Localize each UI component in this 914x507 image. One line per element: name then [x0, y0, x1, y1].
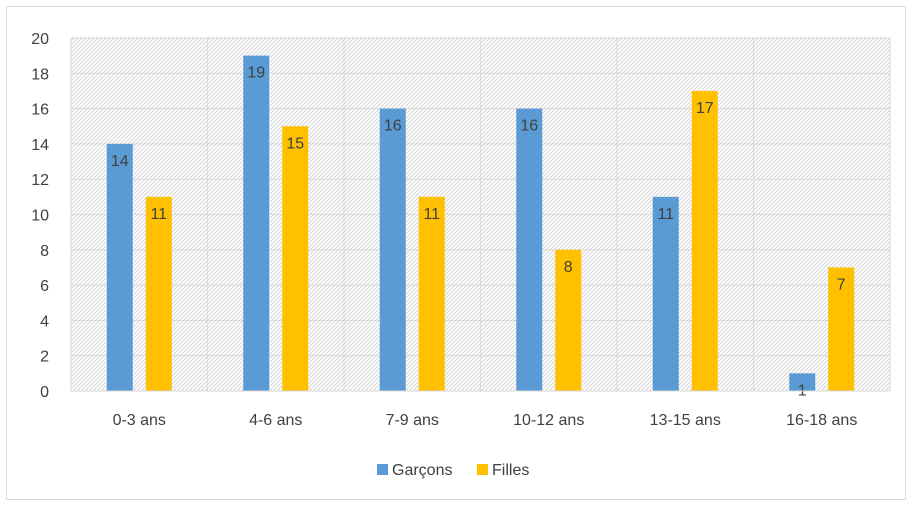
y-tick-label: 16: [31, 102, 49, 119]
bars: [106, 55, 855, 392]
data-label: 16: [520, 118, 538, 135]
data-label: 7: [837, 276, 846, 293]
y-tick-label: 6: [40, 278, 49, 295]
data-label: 17: [696, 100, 714, 117]
bar-garcons: [652, 196, 679, 391]
bar-filles: [828, 267, 855, 391]
bar-filles: [555, 249, 582, 391]
x-tick-label: 10-12 ans: [513, 412, 584, 429]
legend-swatch: [377, 464, 388, 475]
bar-filles: [145, 196, 172, 391]
bar-garcons: [379, 108, 406, 391]
legend-label: Filles: [492, 462, 529, 479]
y-axis-ticks: 0 2 4 6 8 10 12 14 16 18 20: [31, 31, 49, 401]
x-axis-ticks: 0-3 ans 4-6 ans 7-9 ans 10-12 ans 13-15 ans 1…: [113, 412, 858, 429]
bar-filles: [418, 196, 445, 391]
x-tick-label: 0-3 ans: [113, 412, 166, 429]
y-tick-label: 4: [40, 313, 49, 330]
y-tick-label: 10: [31, 208, 49, 225]
data-label: 16: [384, 118, 402, 135]
x-tick-label: 16-18 ans: [786, 412, 857, 429]
bar-garcons: [516, 108, 543, 391]
y-tick-label: 20: [31, 31, 49, 48]
y-tick-label: 2: [40, 349, 49, 366]
x-tick-label: 7-9 ans: [386, 412, 439, 429]
bar-filles: [282, 126, 309, 391]
bar-garcons: [243, 55, 270, 392]
data-label: 11: [657, 206, 674, 223]
legend-label: Garçons: [392, 462, 452, 479]
data-label: 11: [423, 206, 440, 223]
data-label: 15: [286, 135, 304, 152]
x-tick-label: 13-15 ans: [650, 412, 721, 429]
y-tick-label: 12: [31, 172, 49, 189]
data-label: 19: [247, 65, 265, 82]
bar-filles: [691, 90, 718, 391]
y-tick-label: 8: [40, 243, 49, 260]
data-label: 11: [150, 206, 167, 223]
gridlines: [70, 37, 891, 392]
y-tick-label: 18: [31, 66, 49, 83]
data-label: 8: [564, 259, 573, 276]
bar-garcons: [789, 373, 816, 391]
legend: Garçons Filles: [377, 462, 529, 479]
x-tick-label: 4-6 ans: [249, 412, 302, 429]
data-label: 14: [111, 153, 129, 170]
legend-swatch: [477, 464, 488, 475]
bar-garcons: [106, 143, 133, 391]
y-tick-label: 14: [31, 137, 49, 154]
y-tick-label: 0: [40, 384, 49, 401]
